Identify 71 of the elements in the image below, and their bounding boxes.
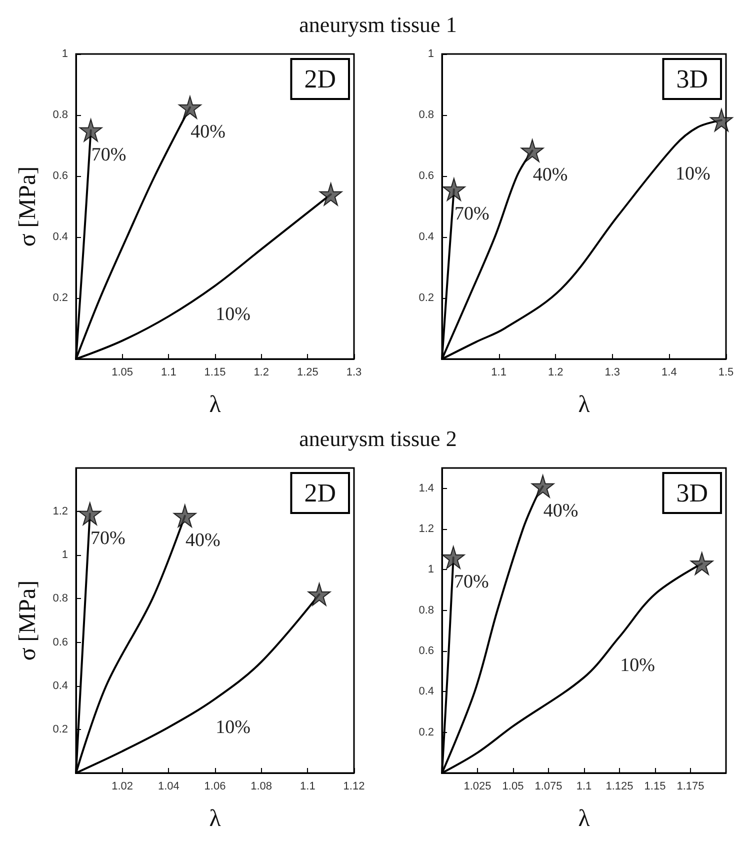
- y-tick-label: 1: [62, 48, 68, 60]
- x-axis-title: λ: [209, 392, 222, 418]
- series-label: 40%: [543, 500, 578, 522]
- x-axis-title: λ: [578, 392, 590, 418]
- series-label: 10%: [216, 716, 251, 738]
- y-tick-label: 0.4: [52, 231, 68, 243]
- x-axis-title: λ: [578, 806, 590, 832]
- x-tick-label: 1.08: [250, 780, 272, 792]
- x-tick-label: 1.2: [548, 366, 564, 378]
- x-tick-label: 1.175: [676, 780, 704, 792]
- x-tick-label: 1.1: [576, 780, 592, 792]
- y-tick-label: 0.2: [52, 723, 68, 736]
- x-tick-label: 1.025: [464, 780, 492, 792]
- annotation: 3D: [676, 64, 708, 94]
- chart-title: aneurysm tissue 2: [298, 425, 458, 453]
- annotation: 3D: [676, 478, 708, 508]
- x-tick-label: 1.2: [254, 366, 269, 378]
- series-label: 70%: [454, 203, 490, 224]
- x-tick-label: 1.06: [204, 780, 226, 792]
- x-tick-label: 1.02: [112, 780, 134, 792]
- y-tick-label: 0.2: [418, 292, 434, 304]
- x-tick-label: 1.25: [296, 366, 318, 378]
- y-tick-label: 0.4: [418, 686, 434, 698]
- series-label: 40%: [190, 121, 226, 142]
- y-tick-label: 0.8: [52, 109, 68, 121]
- y-tick-label: 1.2: [52, 506, 68, 518]
- series-label: 70%: [90, 528, 126, 549]
- y-tick-label: 0.2: [52, 292, 68, 304]
- y-tick-label: 0.8: [52, 592, 68, 605]
- x-tick-label: 1.15: [204, 366, 226, 378]
- y-tick-label: 1.2: [418, 523, 434, 535]
- x-axis-title: λ: [209, 806, 222, 832]
- series-label: 70%: [454, 571, 489, 592]
- y-axis-title: σ [MPa]: [15, 580, 41, 661]
- series-label: 40%: [185, 530, 220, 551]
- x-tick-label: 1.5: [718, 366, 734, 378]
- series-label: 40%: [532, 164, 568, 186]
- series-label: 10%: [675, 164, 710, 184]
- y-tick-label: 0.4: [52, 680, 68, 692]
- x-tick-label: 1.12: [343, 780, 365, 792]
- y-tick-label: 0.8: [418, 109, 434, 121]
- annotation: 2D: [304, 64, 336, 94]
- x-tick-label: 1.1: [161, 366, 176, 378]
- x-tick-label: 1.125: [606, 780, 634, 792]
- y-tick-label: 1: [62, 549, 68, 562]
- chart-title: aneurysm tissue 1: [298, 11, 458, 39]
- y-tick-label: 1: [428, 564, 434, 576]
- y-tick-label: 0.8: [418, 604, 434, 616]
- y-tick-label: 0.6: [418, 170, 434, 182]
- y-tick-label: 0.2: [418, 726, 434, 738]
- series-label: 10%: [216, 304, 251, 325]
- y-tick-label: 0.4: [418, 231, 434, 243]
- annotation: 2D: [304, 478, 336, 508]
- x-tick-label: 1.075: [534, 780, 562, 792]
- x-tick-label: 1.1: [300, 780, 316, 792]
- x-tick-label: 1.05: [112, 366, 134, 378]
- x-tick-label: 1.3: [346, 366, 362, 378]
- x-tick-label: 1.15: [644, 780, 666, 792]
- x-tick-label: 1.3: [604, 366, 620, 378]
- y-tick-label: 0.6: [52, 636, 68, 648]
- y-axis-title: σ [MPa]: [15, 166, 41, 247]
- y-tick-label: 1: [428, 48, 434, 60]
- y-tick-label: 1.4: [418, 482, 434, 494]
- series-label: 10%: [620, 654, 656, 676]
- x-tick-label: 1.4: [662, 366, 677, 378]
- x-tick-label: 1.05: [502, 780, 524, 792]
- y-tick-label: 0.6: [52, 170, 68, 182]
- y-tick-label: 0.6: [418, 645, 434, 657]
- x-tick-label: 1.1: [491, 366, 506, 378]
- x-tick-label: 1.04: [158, 780, 180, 792]
- series-label: 70%: [91, 144, 126, 166]
